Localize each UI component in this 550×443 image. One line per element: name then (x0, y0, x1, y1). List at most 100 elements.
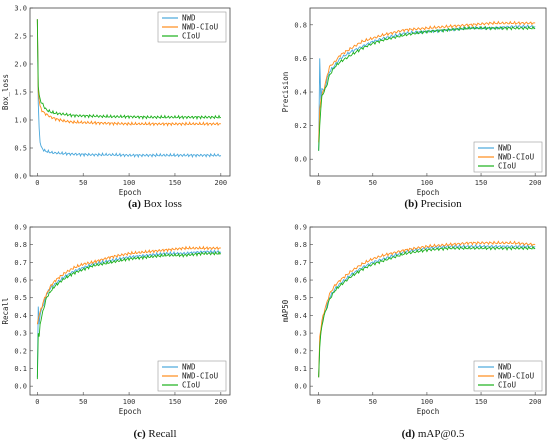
y-tick-label: 1.5 (14, 89, 27, 97)
y-tick-label: 0.4 (294, 312, 307, 320)
panel-caption: (d) mAP@0.5 (402, 428, 465, 440)
caption-letter: (a) (128, 198, 141, 210)
x-tick-label: 100 (421, 398, 434, 406)
x-tick-label: 50 (79, 398, 87, 406)
x-tick-label: 200 (214, 398, 227, 406)
x-tick-label: 100 (123, 398, 136, 406)
y-tick-label: 0.6 (294, 277, 307, 285)
x-tick-label: 200 (529, 398, 542, 406)
x-tick-label: 150 (475, 398, 488, 406)
y-tick-label: 0.7 (14, 259, 27, 267)
y-tick-label: 0.2 (294, 347, 307, 355)
y-tick-label: 0.8 (14, 241, 27, 249)
y-axis-label: Recall (1, 297, 10, 324)
x-tick-label: 50 (369, 179, 377, 187)
caption-letter: (b) (404, 198, 418, 210)
series-line-ciou (36, 19, 222, 121)
series-line-nwd (318, 24, 536, 151)
legend-label-nwd-ciou: NWD-CIoU (182, 372, 218, 381)
x-tick-label: 150 (169, 398, 182, 406)
legend-label-nwd-ciou: NWD-CIoU (498, 372, 534, 381)
y-tick-label: 0.8 (294, 21, 307, 29)
y-tick-label: 0.9 (294, 224, 307, 232)
y-tick-label: 0.0 (294, 383, 307, 391)
y-tick-label: 0.1 (294, 365, 307, 373)
y-tick-label: 2.5 (14, 33, 27, 41)
y-tick-label: 0.3 (14, 330, 27, 338)
legend-label-ciou: CIoU (182, 381, 200, 390)
x-axis-label: Epoch (417, 188, 440, 197)
legend-label-nwd: NWD (498, 144, 512, 153)
x-axis-label: Epoch (119, 188, 142, 197)
x-tick-label: 100 (123, 179, 136, 187)
series-line-nwd-ciou (36, 19, 221, 127)
plot-frame (29, 226, 231, 396)
legend-label-ciou: CIoU (182, 32, 200, 41)
caption-title: Box loss (141, 198, 182, 210)
y-tick-label: 0.5 (294, 294, 307, 302)
series-line-nwd (36, 19, 222, 159)
y-tick-label: 0.2 (294, 122, 307, 130)
legend-label-nwd: NWD (498, 363, 512, 372)
x-tick-label: 150 (475, 179, 488, 187)
x-tick-label: 100 (421, 179, 434, 187)
y-tick-label: 0.8 (294, 241, 307, 249)
y-tick-label: 2.0 (14, 61, 27, 69)
y-tick-label: 0.5 (14, 145, 27, 153)
series-line-nwd (36, 249, 222, 378)
y-axis-label: Box_loss (1, 74, 10, 110)
chart-panel-4: 0.0 0.1 0.2 0.3 0.4 0.5 0.6 0.7 0.8 0.9 0 50 100 150 2… (281, 224, 547, 440)
panel-caption: (b) Precision (404, 198, 462, 210)
x-tick-label: 200 (214, 179, 227, 187)
caption-letter: (d) (402, 428, 416, 440)
x-tick-label: 50 (79, 179, 87, 187)
chart-panel-3: 0.0 0.1 0.2 0.3 0.4 0.5 0.6 0.7 0.8 0.9 0 50 100 150 2… (1, 224, 231, 440)
legend-label-ciou: CIoU (498, 162, 516, 171)
series-line-nwd (318, 243, 536, 378)
y-tick-label: 0.3 (294, 330, 307, 338)
chart-panel-1: 0.00.51.01.52.02.53.00 50 100 150 200EpochBo… (1, 5, 231, 210)
y-tick-label: 0.5 (14, 294, 27, 302)
series-line-nwd-ciou (36, 245, 221, 325)
x-tick-label: 0 (317, 398, 321, 406)
y-axis-label: Precision (281, 72, 290, 113)
chart-panel-2: 0.00.20.40.60.80 50 100 150 200EpochPrecisio… (281, 7, 547, 210)
caption-title: Recall (146, 428, 177, 440)
x-tick-label: 0 (317, 179, 321, 187)
x-tick-label: 150 (169, 179, 182, 187)
series-line-ciou (318, 25, 536, 151)
panel-caption: (a) Box loss (128, 198, 182, 210)
legend-label-nwd-ciou: NWD-CIoU (182, 23, 218, 32)
y-axis-label: mAP50 (281, 299, 290, 322)
y-tick-label: 0.6 (294, 55, 307, 63)
x-axis-label: Epoch (417, 407, 440, 416)
y-tick-label: 0.0 (294, 156, 307, 164)
x-tick-label: 0 (35, 179, 39, 187)
series-line-nwd-ciou (318, 240, 536, 378)
y-tick-label: 0.9 (14, 224, 27, 232)
x-tick-label: 200 (529, 179, 542, 187)
y-tick-label: 0.7 (294, 259, 307, 267)
caption-title: Precision (418, 198, 462, 210)
series-line-nwd-ciou (318, 20, 536, 143)
series-line-ciou (318, 245, 536, 378)
legend-label-ciou: CIoU (498, 381, 516, 390)
y-tick-label: 0.0 (14, 173, 27, 181)
legend-label-nwd: NWD (182, 363, 196, 372)
y-tick-label: 0.0 (14, 383, 27, 391)
y-tick-label: 0.4 (14, 312, 27, 320)
panel-caption: (c) Recall (133, 428, 176, 440)
legend-label-nwd-ciou: NWD-CIoU (498, 153, 534, 162)
x-axis-label: Epoch (119, 407, 142, 416)
y-tick-label: 0.1 (14, 365, 27, 373)
y-tick-label: 3.0 (14, 5, 27, 13)
caption-title: mAP@0.5 (415, 428, 465, 440)
y-tick-label: 0.4 (294, 89, 307, 97)
series-line-ciou (36, 250, 222, 380)
x-tick-label: 0 (35, 398, 39, 406)
